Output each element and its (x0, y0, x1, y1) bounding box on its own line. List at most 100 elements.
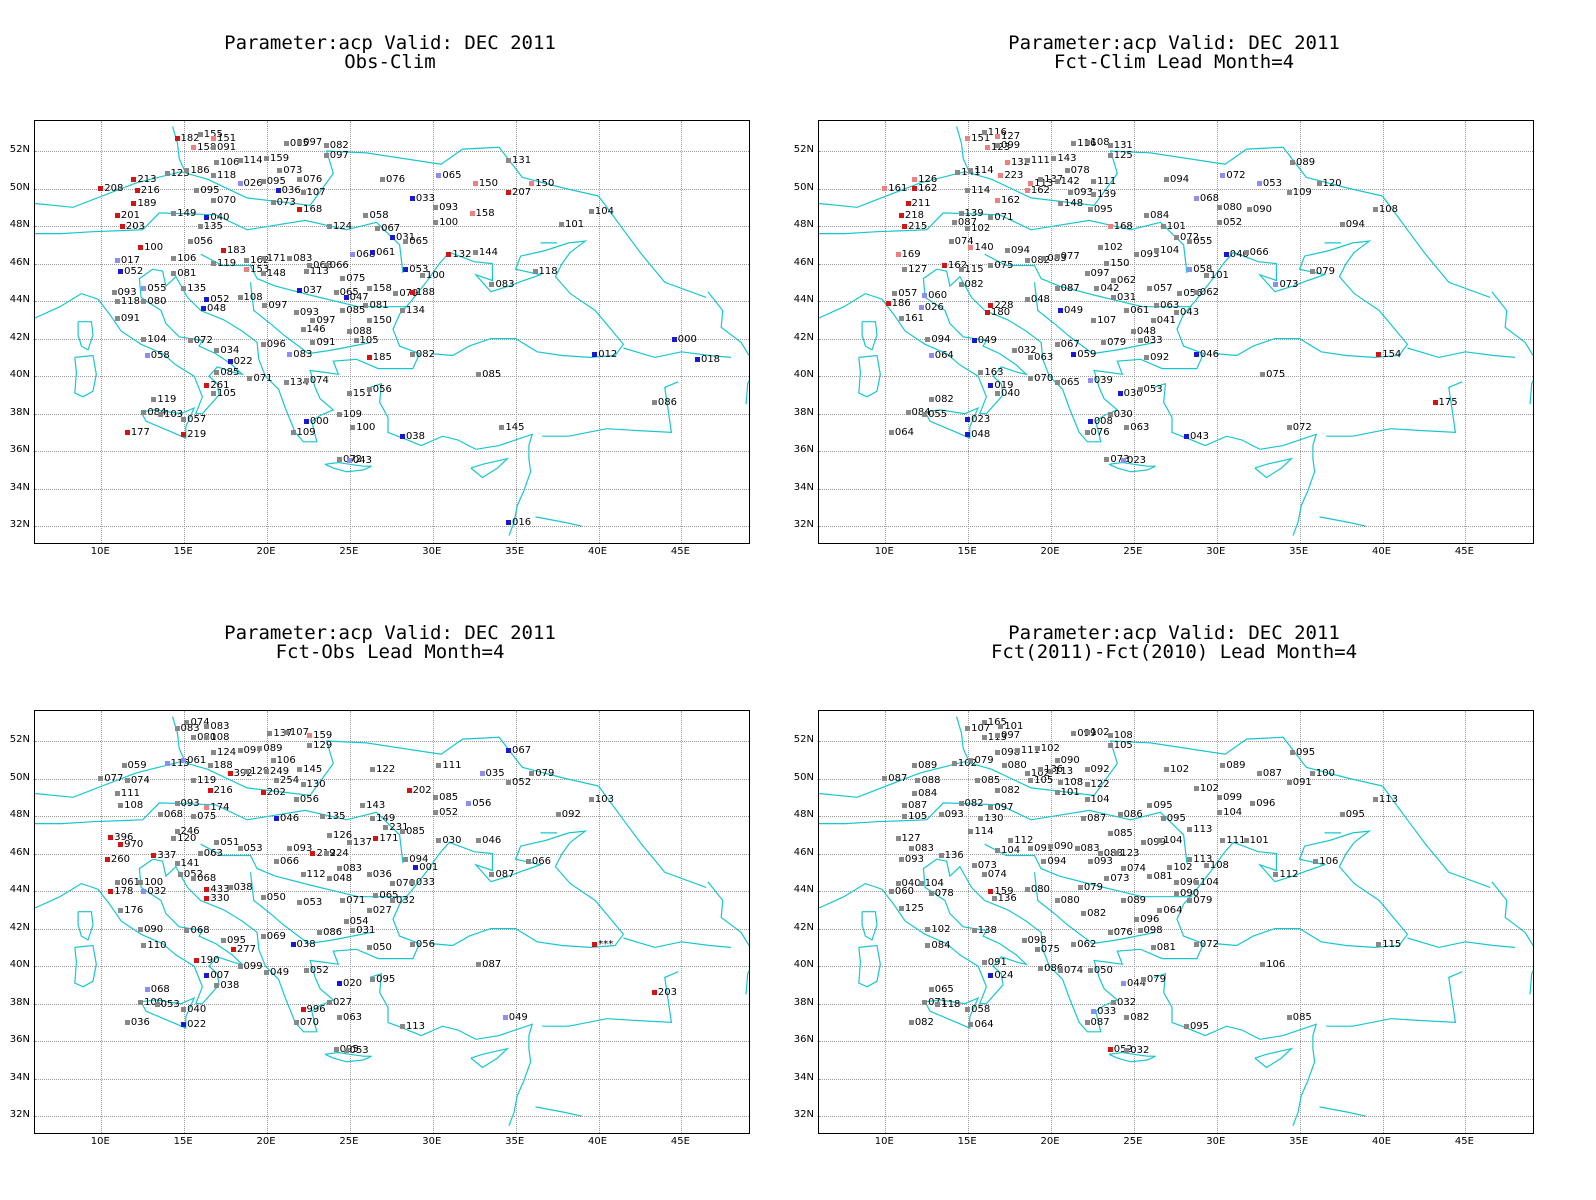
station-marker: 201 (114, 210, 140, 221)
station-square (1250, 800, 1256, 806)
x-tick-label: 15E (173, 1136, 193, 1147)
grid-line (819, 376, 1533, 378)
station-square (211, 135, 216, 141)
station-value: 026 (243, 177, 263, 189)
station-square (141, 888, 147, 894)
station-marker: 070 (211, 195, 236, 206)
station-marker: 091 (1286, 778, 1312, 788)
station-value: 038 (220, 979, 240, 991)
station-value: 068 (163, 809, 184, 821)
station-square (214, 840, 220, 846)
station-square (988, 214, 994, 220)
station-value: 080 (1007, 760, 1027, 772)
station-value: 163 (984, 367, 1004, 379)
y-tick-label: 46N (9, 256, 30, 268)
station-square (1286, 780, 1292, 786)
station-value: 203 (657, 987, 677, 999)
station-value: 246 (180, 825, 200, 837)
station-square (237, 295, 243, 301)
station-value: 162 (1001, 194, 1021, 206)
station-marker: 097 (1084, 268, 1110, 279)
station-value: 082 (1001, 784, 1021, 796)
station-marker: 046 (273, 813, 299, 824)
station-value: 073 (1110, 872, 1130, 884)
station-value: 094 (1345, 219, 1365, 231)
station-square (303, 377, 309, 383)
station-marker: 079 (1140, 975, 1166, 985)
station-square (1097, 851, 1103, 857)
grid-line (819, 853, 1533, 855)
station-value: 093 (1140, 249, 1160, 261)
station-marker: 073 (277, 165, 302, 176)
x-tick-label: 20E (256, 546, 276, 557)
station-value: 145 (303, 764, 323, 776)
station-marker: 396 (108, 832, 133, 843)
station-marker: 040 (895, 879, 921, 889)
x-tick-label: 30E (422, 546, 442, 557)
station-square (283, 379, 289, 385)
station-square (1107, 411, 1113, 417)
y-tick-label: 44N (793, 884, 814, 896)
station-value: 076 (1113, 927, 1133, 939)
station-marker: 095 (194, 186, 220, 196)
station-value: 123 (1120, 848, 1140, 860)
station-value: 213 (137, 174, 157, 186)
station-marker: 100 (138, 242, 163, 253)
station-marker: 091 (1028, 843, 1053, 854)
station-value: 095 (266, 175, 286, 187)
station-marker: 050 (1087, 965, 1113, 976)
station-marker: 099 (1140, 838, 1166, 848)
map-panel: Parameter:acp Valid: DEC 2011 Obs-Clim 52N… (0, 30, 780, 590)
station-square (204, 887, 210, 893)
station-value: 171 (379, 833, 399, 845)
station-value: 036 (372, 869, 392, 881)
station-marker: 095 (370, 975, 395, 985)
coastline (140, 996, 196, 1030)
station-square (433, 810, 439, 816)
station-square (336, 866, 342, 872)
station-value: 076 (1090, 427, 1110, 439)
station-marker: 092 (1144, 353, 1169, 363)
station-marker: 107 (1091, 315, 1116, 326)
station-value: 075 (1266, 369, 1286, 381)
station-square (293, 797, 299, 803)
station-marker: 094 (1004, 246, 1030, 256)
station-square (958, 282, 964, 288)
coastline (1491, 881, 1533, 995)
station-value: 095 (1189, 1021, 1210, 1033)
station-marker: 070 (1028, 372, 1054, 384)
station-square (1054, 285, 1060, 291)
station-value: 071 (346, 895, 366, 907)
station-value: 060 (928, 290, 948, 302)
station-marker: 087 (1256, 768, 1282, 779)
station-marker: 073 (1104, 454, 1129, 465)
y-tick-label: 32N (793, 1109, 814, 1121)
station-value: 105 (1113, 739, 1133, 751)
station-value: 091 (987, 957, 1007, 969)
station-square (237, 845, 243, 851)
station-value: 106 (177, 252, 197, 264)
station-marker: 040 (995, 388, 1020, 399)
station-square (138, 244, 144, 250)
station-square (327, 223, 333, 229)
station-value: 070 (1034, 372, 1054, 384)
station-value: 104 (594, 205, 614, 217)
station-value: 053 (160, 998, 180, 1010)
station-square (1160, 815, 1166, 821)
station-square (184, 720, 190, 726)
station-marker: 052 (177, 870, 203, 880)
station-square (1120, 980, 1126, 986)
station-value: 159 (994, 885, 1014, 897)
station-marker: 038 (227, 883, 253, 893)
station-value: 057 (187, 414, 207, 426)
station-square (446, 252, 452, 258)
station-marker: 046 (1193, 349, 1219, 360)
station-value: 124 (217, 747, 237, 759)
station-marker: 047 (343, 293, 369, 303)
station-marker: 115 (1376, 939, 1401, 950)
station-marker: 114 (965, 186, 990, 196)
station-marker: 061 (370, 248, 395, 258)
station-value: 042 (1100, 282, 1120, 294)
station-marker: 022 (227, 357, 253, 367)
station-square (244, 257, 250, 263)
